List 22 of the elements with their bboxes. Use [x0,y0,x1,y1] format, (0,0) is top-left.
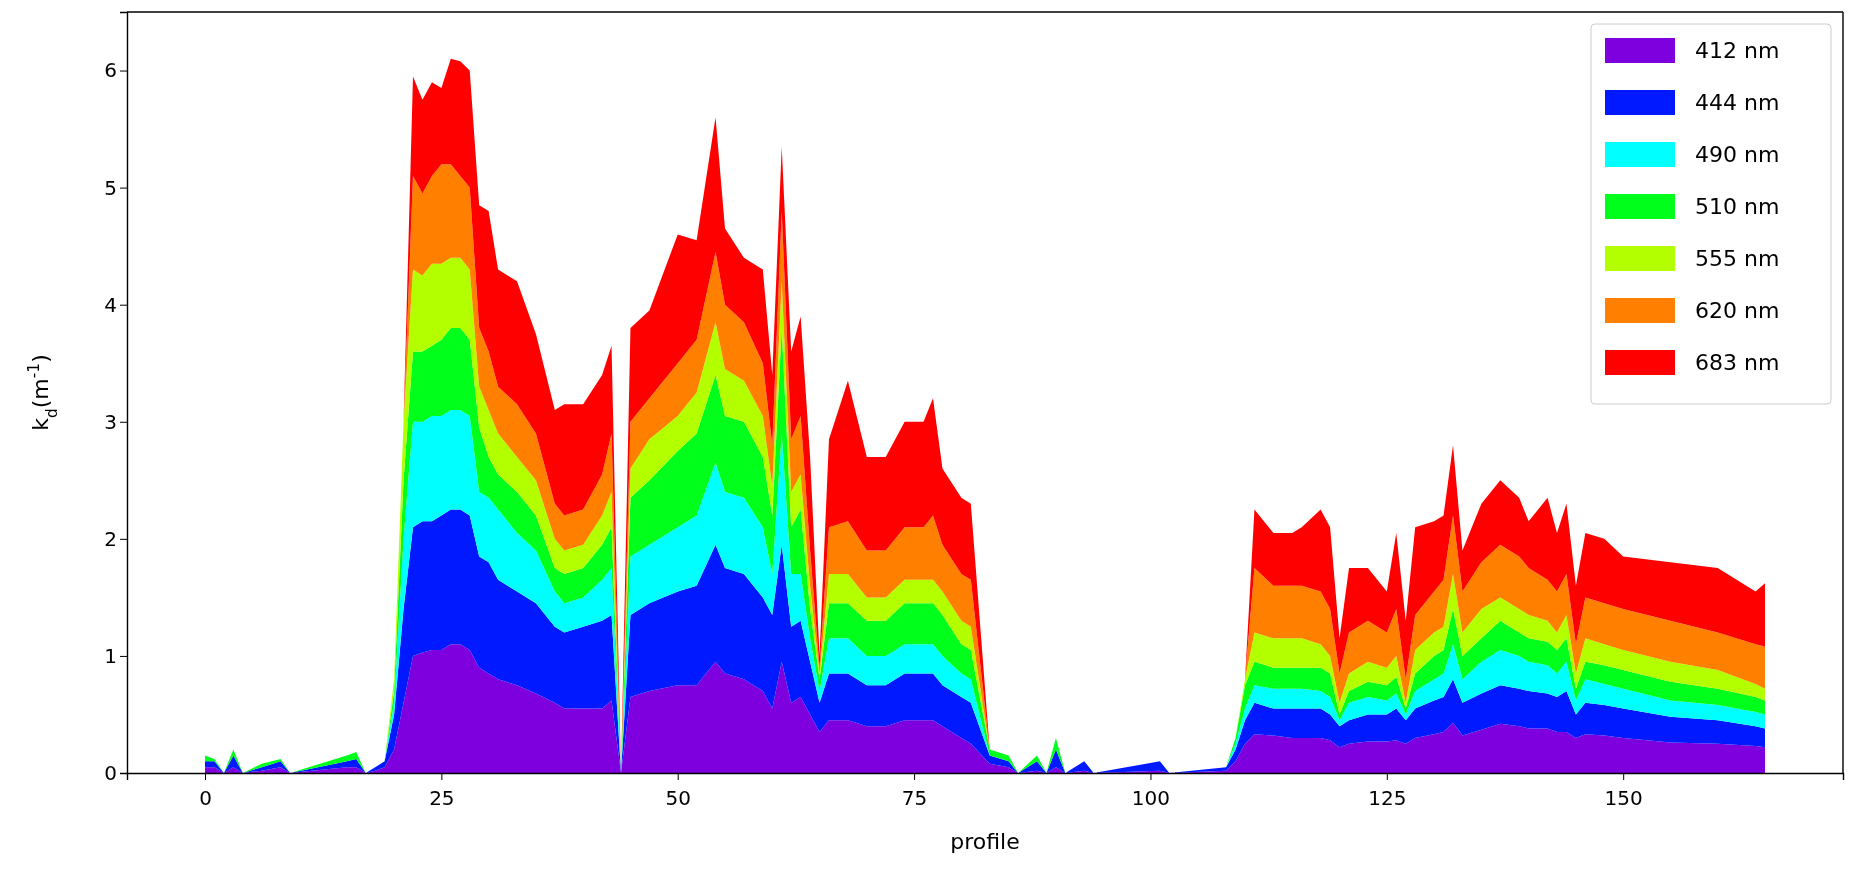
x-tick-label: 25 [429,786,455,810]
y-tick-label: 6 [104,58,117,83]
x-axis-title: profile [950,829,1020,854]
x-tick-label: 125 [1368,786,1407,810]
legend-label: 412 nm [1695,38,1780,63]
y-tick-label: 3 [104,409,117,434]
y-tick-label: 5 [104,175,117,200]
y-tick-label: 1 [104,643,117,668]
y-tick-label: 0 [104,760,117,785]
legend-label: 620 nm [1695,298,1780,323]
y-tick-label: 4 [104,292,117,317]
legend-label: 444 nm [1695,90,1780,115]
x-tick-label: 0 [199,786,212,810]
x-tick-label: 50 [665,786,691,810]
y-tick-label: 2 [104,526,117,551]
x-tick-label: 150 [1604,786,1643,810]
legend-label: 555 nm [1695,246,1780,271]
x-tick-label: 100 [1131,786,1171,810]
legend-label: 683 nm [1695,350,1780,375]
x-tick-label: 75 [901,786,928,810]
legend-label: 510 nm [1695,194,1780,219]
legend-label: 490 nm [1695,142,1780,167]
